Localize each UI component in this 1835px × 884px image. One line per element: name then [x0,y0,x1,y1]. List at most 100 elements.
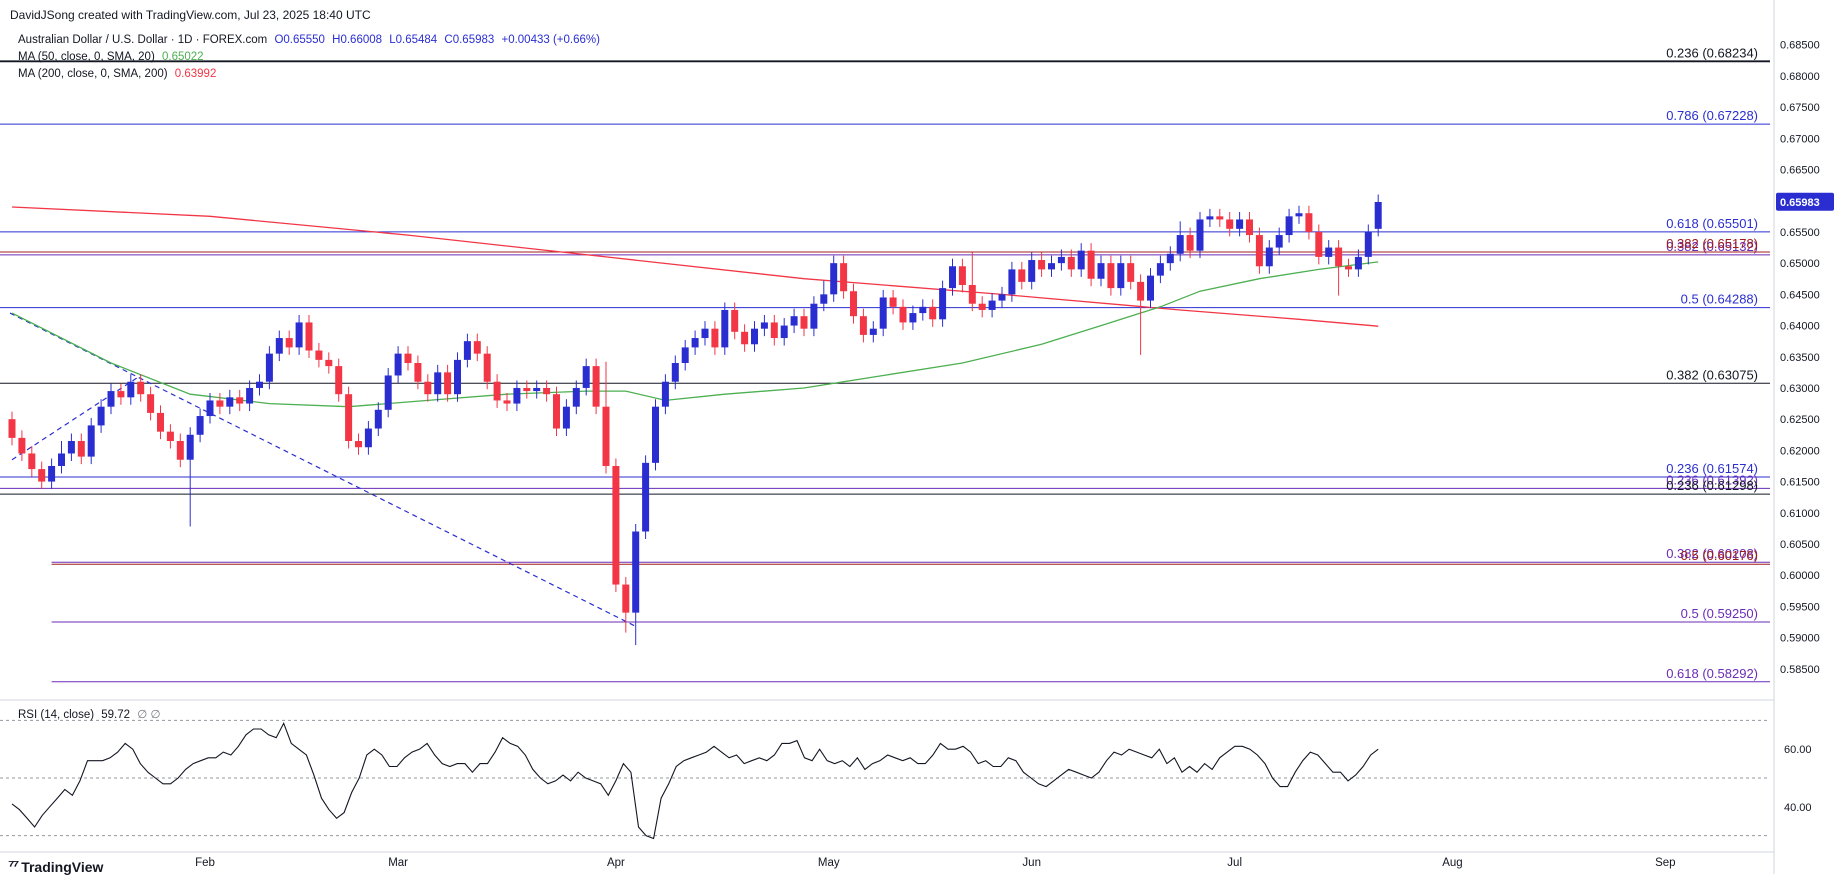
candle-body [137,381,145,395]
candle-body [1226,219,1234,229]
candle-body [117,391,125,398]
candle-body [404,353,412,363]
time-tick-label: Jul [1227,857,1242,869]
candle-body [444,372,452,395]
ma50-legend[interactable]: MA (50, close, 0, SMA, 20) 0.65022 [18,51,204,63]
ma200-label: MA (200, close, 0, SMA, 200) [18,68,168,80]
candle-body [770,322,778,339]
candle-body [632,531,640,613]
candle-body [899,306,907,323]
price-tick-label: 0.60500 [1780,539,1820,551]
fib-level-label: 0.382 (0.60208) [1666,546,1758,561]
symbol-legend: Australian Dollar / U.S. Dollar · 1D · F… [18,34,600,46]
price-tick-label: 0.61500 [1780,477,1820,489]
candle-body [424,381,432,395]
candle-body [127,381,135,398]
candle-body [186,434,194,460]
grid-layer [0,0,1775,874]
rsi-label: RSI (14, close) [18,709,95,721]
candle-body [622,584,630,613]
ma50-label: MA (50, close, 0, SMA, 20) [18,51,155,63]
candle-body [572,387,580,407]
candle-body [701,328,709,339]
fib-level-label: 0.5 (0.60176) [1681,548,1758,563]
symbol-name: Australian Dollar / U.S. Dollar · 1D · F… [18,34,268,46]
candle-body [1107,263,1115,289]
candle-body [77,441,85,457]
candle-body [1176,235,1184,254]
price-tick-label: 0.59000 [1780,633,1820,645]
rsi-line [11,721,1379,840]
candle-body [830,263,838,295]
rsi-legend[interactable]: RSI (14, close) 59.72 ∅ ∅ [18,707,160,721]
low-value: L0.65484 [389,34,438,46]
candle-body [87,425,95,457]
candle-body [1305,213,1313,232]
candle-body [889,297,897,307]
candle-body [176,441,184,460]
price-tick-label: 0.67500 [1780,102,1820,114]
candle-body [1087,250,1095,279]
moving-averages [11,206,1379,408]
tradingview-logo-icon: ⁷⁷ [8,858,19,875]
candle-body [553,394,560,429]
rsi-value: 59.72 [101,709,131,721]
candle-body [18,437,26,454]
time-tick-label: Jun [1022,857,1041,869]
time-tick-label: Feb [195,857,215,869]
price-tick-label: 0.67000 [1780,133,1820,145]
candle-body [731,309,739,332]
fib-level-label: 0.236 (0.61298) [1666,478,1758,493]
price-tick-label: 0.59500 [1780,601,1820,613]
candle-body [206,400,214,417]
candle-body [1374,201,1382,229]
ma50-line [11,261,1379,408]
high-value: H0.66008 [332,34,383,46]
ma200-legend[interactable]: MA (200, close, 0, SMA, 200) 0.63992 [18,68,216,80]
candle-body [681,347,689,363]
candle-body [1315,231,1323,257]
candle-body [364,428,372,448]
candle-body [97,406,105,426]
candle-body [691,338,699,348]
candle-body [533,387,541,392]
price-tick-label: 0.63500 [1780,352,1820,364]
candle-body [869,328,877,335]
fib-level-label: 0.236 (0.61574) [1666,461,1758,476]
candle-body [325,359,333,367]
candle-body [523,387,531,392]
candle-body [107,391,115,407]
candle-body [988,300,996,310]
candle-body [265,353,273,382]
candle-body [384,375,392,410]
fibonacci-levels: 0.236 (0.68234) 0.786 (0.67228) 0.618 (0.6… [0,45,1770,683]
time-tick-label: Sep [1655,857,1675,869]
time-tick-label: Mar [388,857,408,869]
candle-body [790,316,798,326]
price-tick-label: 0.60000 [1780,570,1820,582]
candle-body [949,266,956,289]
candle-body [374,409,382,429]
candle-body [1048,263,1055,270]
candle-body [256,381,263,388]
candle-body [1196,219,1204,251]
candle-body [483,353,491,382]
brand-name: TradingView [21,859,104,875]
candle-body [335,366,343,395]
candle-body [1354,256,1362,270]
price-tick-label: 0.64500 [1780,289,1820,301]
candle-body [28,453,36,470]
candle-body [1147,275,1154,301]
price-axis: 0.685000.680000.675000.670000.665000.660… [1776,40,1834,676]
candle-body [978,303,986,310]
candle-body [503,400,511,404]
price-tick-label: 0.68000 [1780,71,1820,83]
candle-body [226,397,234,407]
candle-body [1057,256,1065,264]
candle-body [810,303,818,329]
candle-body [1038,260,1046,270]
price-tick-label: 0.62500 [1780,414,1820,426]
trend-line-up [11,374,142,461]
candle-body [463,341,471,360]
